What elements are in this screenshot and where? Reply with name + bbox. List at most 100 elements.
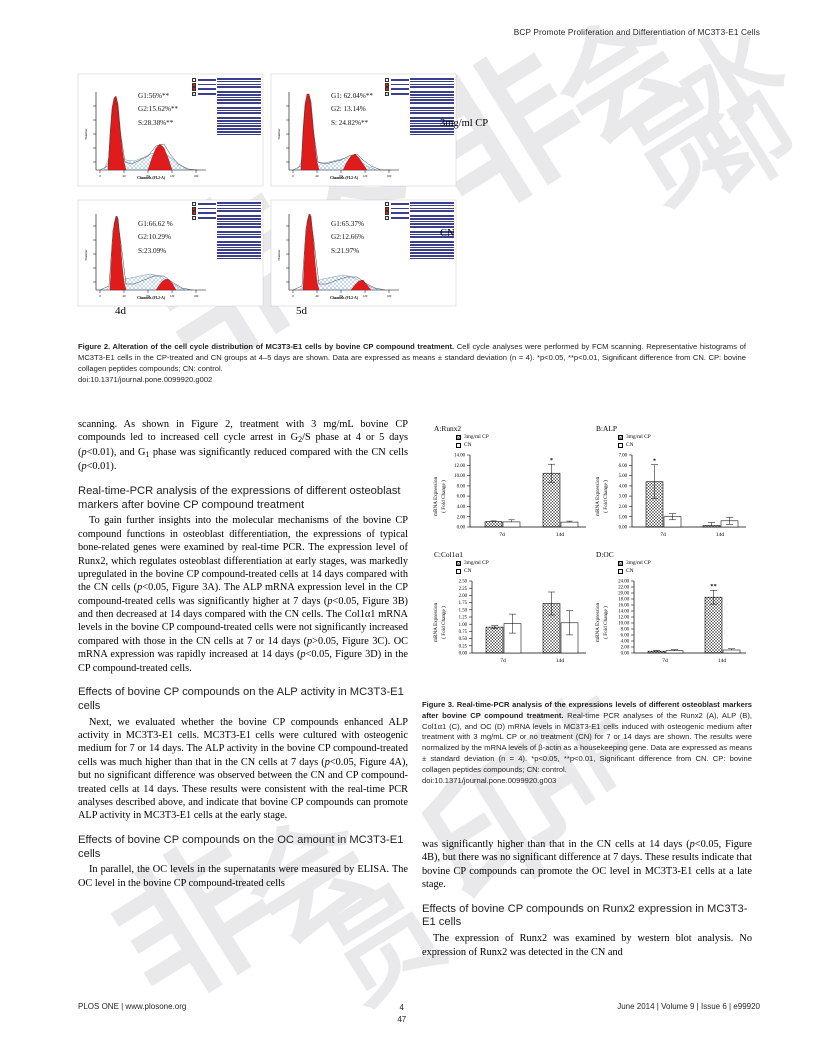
fcm-g2-cp-4d: G2:15.62%** bbox=[138, 105, 179, 114]
chart-c-col1a1: C:Col1α1 3mg/ml CP CN mRNA Expression( F… bbox=[433, 550, 592, 667]
svg-text:120: 120 bbox=[363, 174, 368, 178]
legend-swatch-cp-c bbox=[456, 561, 461, 567]
left-heading-2: Effects of bovine CP compounds on the AL… bbox=[78, 685, 404, 712]
figure2-row-label-cn: CN bbox=[440, 228, 455, 239]
fcm-g2-cn-5d: G2:12.66% bbox=[331, 233, 364, 242]
chart-a-runx2: A:Runx2 3mg/ml CP CN mRNA Expression( Fo… bbox=[433, 424, 592, 541]
svg-text:2.00: 2.00 bbox=[459, 594, 468, 599]
svg-text:18.00: 18.00 bbox=[618, 598, 629, 603]
svg-text:7d: 7d bbox=[499, 532, 505, 538]
chart-c-legend: 3mg/ml CP CN bbox=[456, 560, 592, 575]
svg-text:0.50: 0.50 bbox=[459, 638, 468, 643]
chart-a-ylabel: mRNA Expression( Fold Change ) bbox=[433, 476, 447, 516]
svg-text:12.00: 12.00 bbox=[618, 616, 629, 621]
svg-text:14d: 14d bbox=[556, 658, 565, 664]
legend-label-cn-c: CN bbox=[464, 567, 472, 574]
legend-swatch-cp-a bbox=[456, 435, 461, 441]
svg-text:160: 160 bbox=[387, 174, 392, 178]
svg-text:1.75: 1.75 bbox=[459, 602, 468, 607]
svg-text:160: 160 bbox=[194, 174, 199, 178]
fcm-g1-cp-4d: G1:56%** bbox=[138, 92, 170, 100]
svg-text:0.00: 0.00 bbox=[459, 652, 468, 657]
right-paragraph-2: The expression of Runx2 was examined by … bbox=[422, 933, 752, 958]
legend-label-cn-a: CN bbox=[464, 441, 472, 448]
chart-d-title: D:OC bbox=[596, 550, 614, 559]
footer-right: June 2014 | Volume 9 | Issue 6 | e99920 bbox=[617, 1002, 760, 1011]
legend-label-cp-c: 3mg/ml CP bbox=[464, 560, 489, 566]
svg-text:10.00: 10.00 bbox=[618, 622, 629, 627]
svg-text:Channels (FL2-A): Channels (FL2-A) bbox=[137, 296, 166, 300]
fcm-percentages-cn-4d: G1:66.62 % G2:10.29% S:23.09% bbox=[138, 218, 173, 258]
figure2-col-label-4d: 4d bbox=[115, 305, 126, 317]
svg-text:120: 120 bbox=[170, 294, 175, 298]
fcm-percentages-cp-4d: G1:56%** G2:15.62%** S:28.38%** bbox=[138, 90, 178, 130]
svg-text:6.00: 6.00 bbox=[619, 464, 628, 469]
legend-label-cp-d: 3mg/ml CP bbox=[626, 560, 651, 566]
chart-c-plot: 0.00 0.25 0.50 0.75 1.00 1.25 1.50 1.75 2.00 2… bbox=[459, 580, 586, 664]
figure-3-image: A:Runx2 3mg/ml CP CN mRNA Expression( Fo… bbox=[424, 424, 750, 694]
svg-text:0: 0 bbox=[292, 174, 294, 178]
svg-text:0.25: 0.25 bbox=[459, 645, 468, 650]
footer-page-number-primary: 4 bbox=[399, 1003, 404, 1012]
figure2-row-label-cp: 3mg/ml CP bbox=[440, 118, 489, 129]
fcm-row-cp: Channels (FL2-A) Number 0 40 80 120 160 bbox=[77, 73, 458, 187]
figure2-col-label-5d: 5d bbox=[296, 305, 307, 317]
svg-text:4.00: 4.00 bbox=[457, 505, 466, 510]
svg-text:8.00: 8.00 bbox=[621, 628, 630, 633]
legend-label-cp-a: 3mg/ml CP bbox=[464, 434, 489, 440]
svg-text:14d: 14d bbox=[716, 532, 725, 538]
chart-a-plot: 0.00 2.00 4.00 6.00 8.00 10.00 12.00 14.00 bbox=[454, 454, 586, 538]
chart-b-ylabel: mRNA Expression( Fold Change ) bbox=[595, 476, 609, 516]
svg-text:14.00: 14.00 bbox=[454, 454, 465, 459]
figure-3-caption-body: Real-time PCR analyses of the Runx2 (A),… bbox=[422, 710, 752, 774]
fcm-percentages-cn-5d: G1:65.37% G2:12.66% S:21.97% bbox=[331, 218, 364, 258]
svg-text:2.50: 2.50 bbox=[459, 580, 468, 585]
fcm-stats-cn-4d bbox=[217, 202, 261, 261]
fcm-legend-cn-4d bbox=[192, 202, 216, 220]
chart-d-legend: 3mg/ml CP CN bbox=[618, 560, 750, 575]
svg-text:16.00: 16.00 bbox=[618, 604, 629, 609]
svg-text:Channels (FL2-A): Channels (FL2-A) bbox=[137, 176, 166, 180]
fcm-g2-cp-5d: G2: 13.14% bbox=[331, 105, 366, 114]
svg-text:40: 40 bbox=[122, 174, 126, 178]
svg-text:1.25: 1.25 bbox=[459, 616, 468, 621]
figure-3-caption: Figure 3. Real-time-PCR analysis of the … bbox=[422, 700, 752, 787]
left-paragraph-2: To gain further insights into the molecu… bbox=[78, 515, 409, 674]
svg-text:80: 80 bbox=[339, 294, 343, 298]
fcm-legend-cp-4d bbox=[192, 78, 216, 96]
legend-swatch-cp-b bbox=[618, 435, 623, 441]
svg-text:14.00: 14.00 bbox=[618, 610, 629, 615]
fcm-g1-cn-4d: G1:66.62 % bbox=[138, 220, 173, 228]
legend-label-cp-b: 3mg/ml CP bbox=[626, 434, 651, 440]
chart-b-alp: B:ALP 3mg/ml CP CN mRNA Expression( Fold… bbox=[595, 424, 750, 541]
svg-text:5.00: 5.00 bbox=[619, 475, 628, 480]
fcm-legend-cp-5d bbox=[385, 78, 409, 96]
fcm-s-cn-5d: S:21.97% bbox=[331, 246, 360, 255]
fcm-stats-cn-5d bbox=[410, 202, 454, 261]
svg-text:80: 80 bbox=[146, 174, 150, 178]
legend-swatch-cn-b bbox=[618, 443, 623, 448]
running-head: BCP Promote Proliferation and Differenti… bbox=[513, 28, 760, 37]
svg-text:20.00: 20.00 bbox=[618, 592, 629, 597]
fcm-panel-cp-5d: Channels (FL2-A) Number 0 40 80 120 160 bbox=[270, 73, 457, 187]
legend-swatch-cn-d bbox=[618, 569, 623, 574]
svg-text:1.00: 1.00 bbox=[619, 516, 628, 521]
svg-text:Number: Number bbox=[84, 128, 88, 140]
chart-b-title: B:ALP bbox=[596, 424, 617, 433]
svg-text:24.00: 24.00 bbox=[618, 580, 629, 585]
svg-text:2.00: 2.00 bbox=[621, 646, 630, 651]
svg-text:3.00: 3.00 bbox=[619, 495, 628, 500]
figure-2-caption: Figure 2. Alteration of the cell cycle d… bbox=[78, 342, 746, 386]
right-paragraph-1: was significantly higher than that in th… bbox=[422, 839, 752, 891]
fcm-panel-cp-4d: Channels (FL2-A) Number 0 40 80 120 160 bbox=[77, 73, 264, 187]
figure-2-doi: doi:10.1371/journal.pone.0099920.g002 bbox=[78, 375, 213, 385]
svg-text:40: 40 bbox=[122, 294, 126, 298]
fcm-stats-cp-5d bbox=[410, 78, 454, 137]
chart-b-plot: 0.00 1.00 2.00 3.00 4.00 5.00 6.00 7.00 * bbox=[619, 454, 746, 538]
chart-b-significance: * bbox=[653, 458, 656, 465]
svg-text:14d: 14d bbox=[718, 658, 727, 664]
chart-d-oc: D:OC 3mg/ml CP CN mRNA Expression( Fold … bbox=[595, 550, 750, 667]
svg-text:80: 80 bbox=[146, 294, 150, 298]
